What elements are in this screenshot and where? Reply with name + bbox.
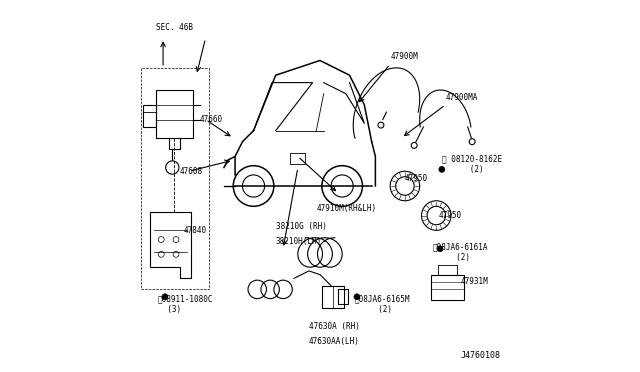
Bar	[339, 289, 348, 304]
Bar	[438, 265, 456, 275]
Circle shape	[437, 246, 443, 252]
Text: 47910M(RH&LH): 47910M(RH&LH)	[316, 203, 376, 213]
Circle shape	[439, 166, 445, 172]
Text: 47840: 47840	[184, 226, 207, 235]
Text: 47900MA: 47900MA	[445, 93, 478, 102]
Text: 47608: 47608	[180, 167, 203, 176]
Text: 47950: 47950	[438, 211, 461, 220]
Text: 38210H(LH): 38210H(LH)	[276, 237, 322, 246]
Text: Ⓡ 08120-8162E
      (2): Ⓡ 08120-8162E (2)	[442, 154, 502, 174]
Text: SEC. 46B: SEC. 46B	[156, 23, 193, 32]
Text: 38210G (RH): 38210G (RH)	[276, 222, 326, 231]
Text: ⓝ08911-1080C
  (3): ⓝ08911-1080C (3)	[157, 295, 213, 314]
Text: J4760108: J4760108	[460, 351, 500, 360]
Text: 47950: 47950	[405, 174, 428, 183]
Bar	[322, 286, 344, 308]
Text: 47931M: 47931M	[460, 278, 488, 286]
Text: ⓝ08JA6-6161A
     (2): ⓝ08JA6-6161A (2)	[433, 243, 488, 262]
Bar	[143, 105, 156, 127]
Text: ⓝ08JA6-6165M
     (2): ⓝ08JA6-6165M (2)	[355, 295, 411, 314]
Bar	[156, 90, 193, 138]
Circle shape	[354, 294, 360, 300]
Text: 47900M: 47900M	[390, 52, 418, 61]
Text: 47660: 47660	[200, 115, 223, 124]
Bar	[141, 68, 209, 289]
Bar	[291, 153, 305, 164]
Bar	[431, 275, 464, 301]
Circle shape	[162, 294, 168, 300]
Text: 47630A (RH): 47630A (RH)	[309, 322, 360, 331]
Text: 47630AA(LH): 47630AA(LH)	[309, 337, 360, 346]
